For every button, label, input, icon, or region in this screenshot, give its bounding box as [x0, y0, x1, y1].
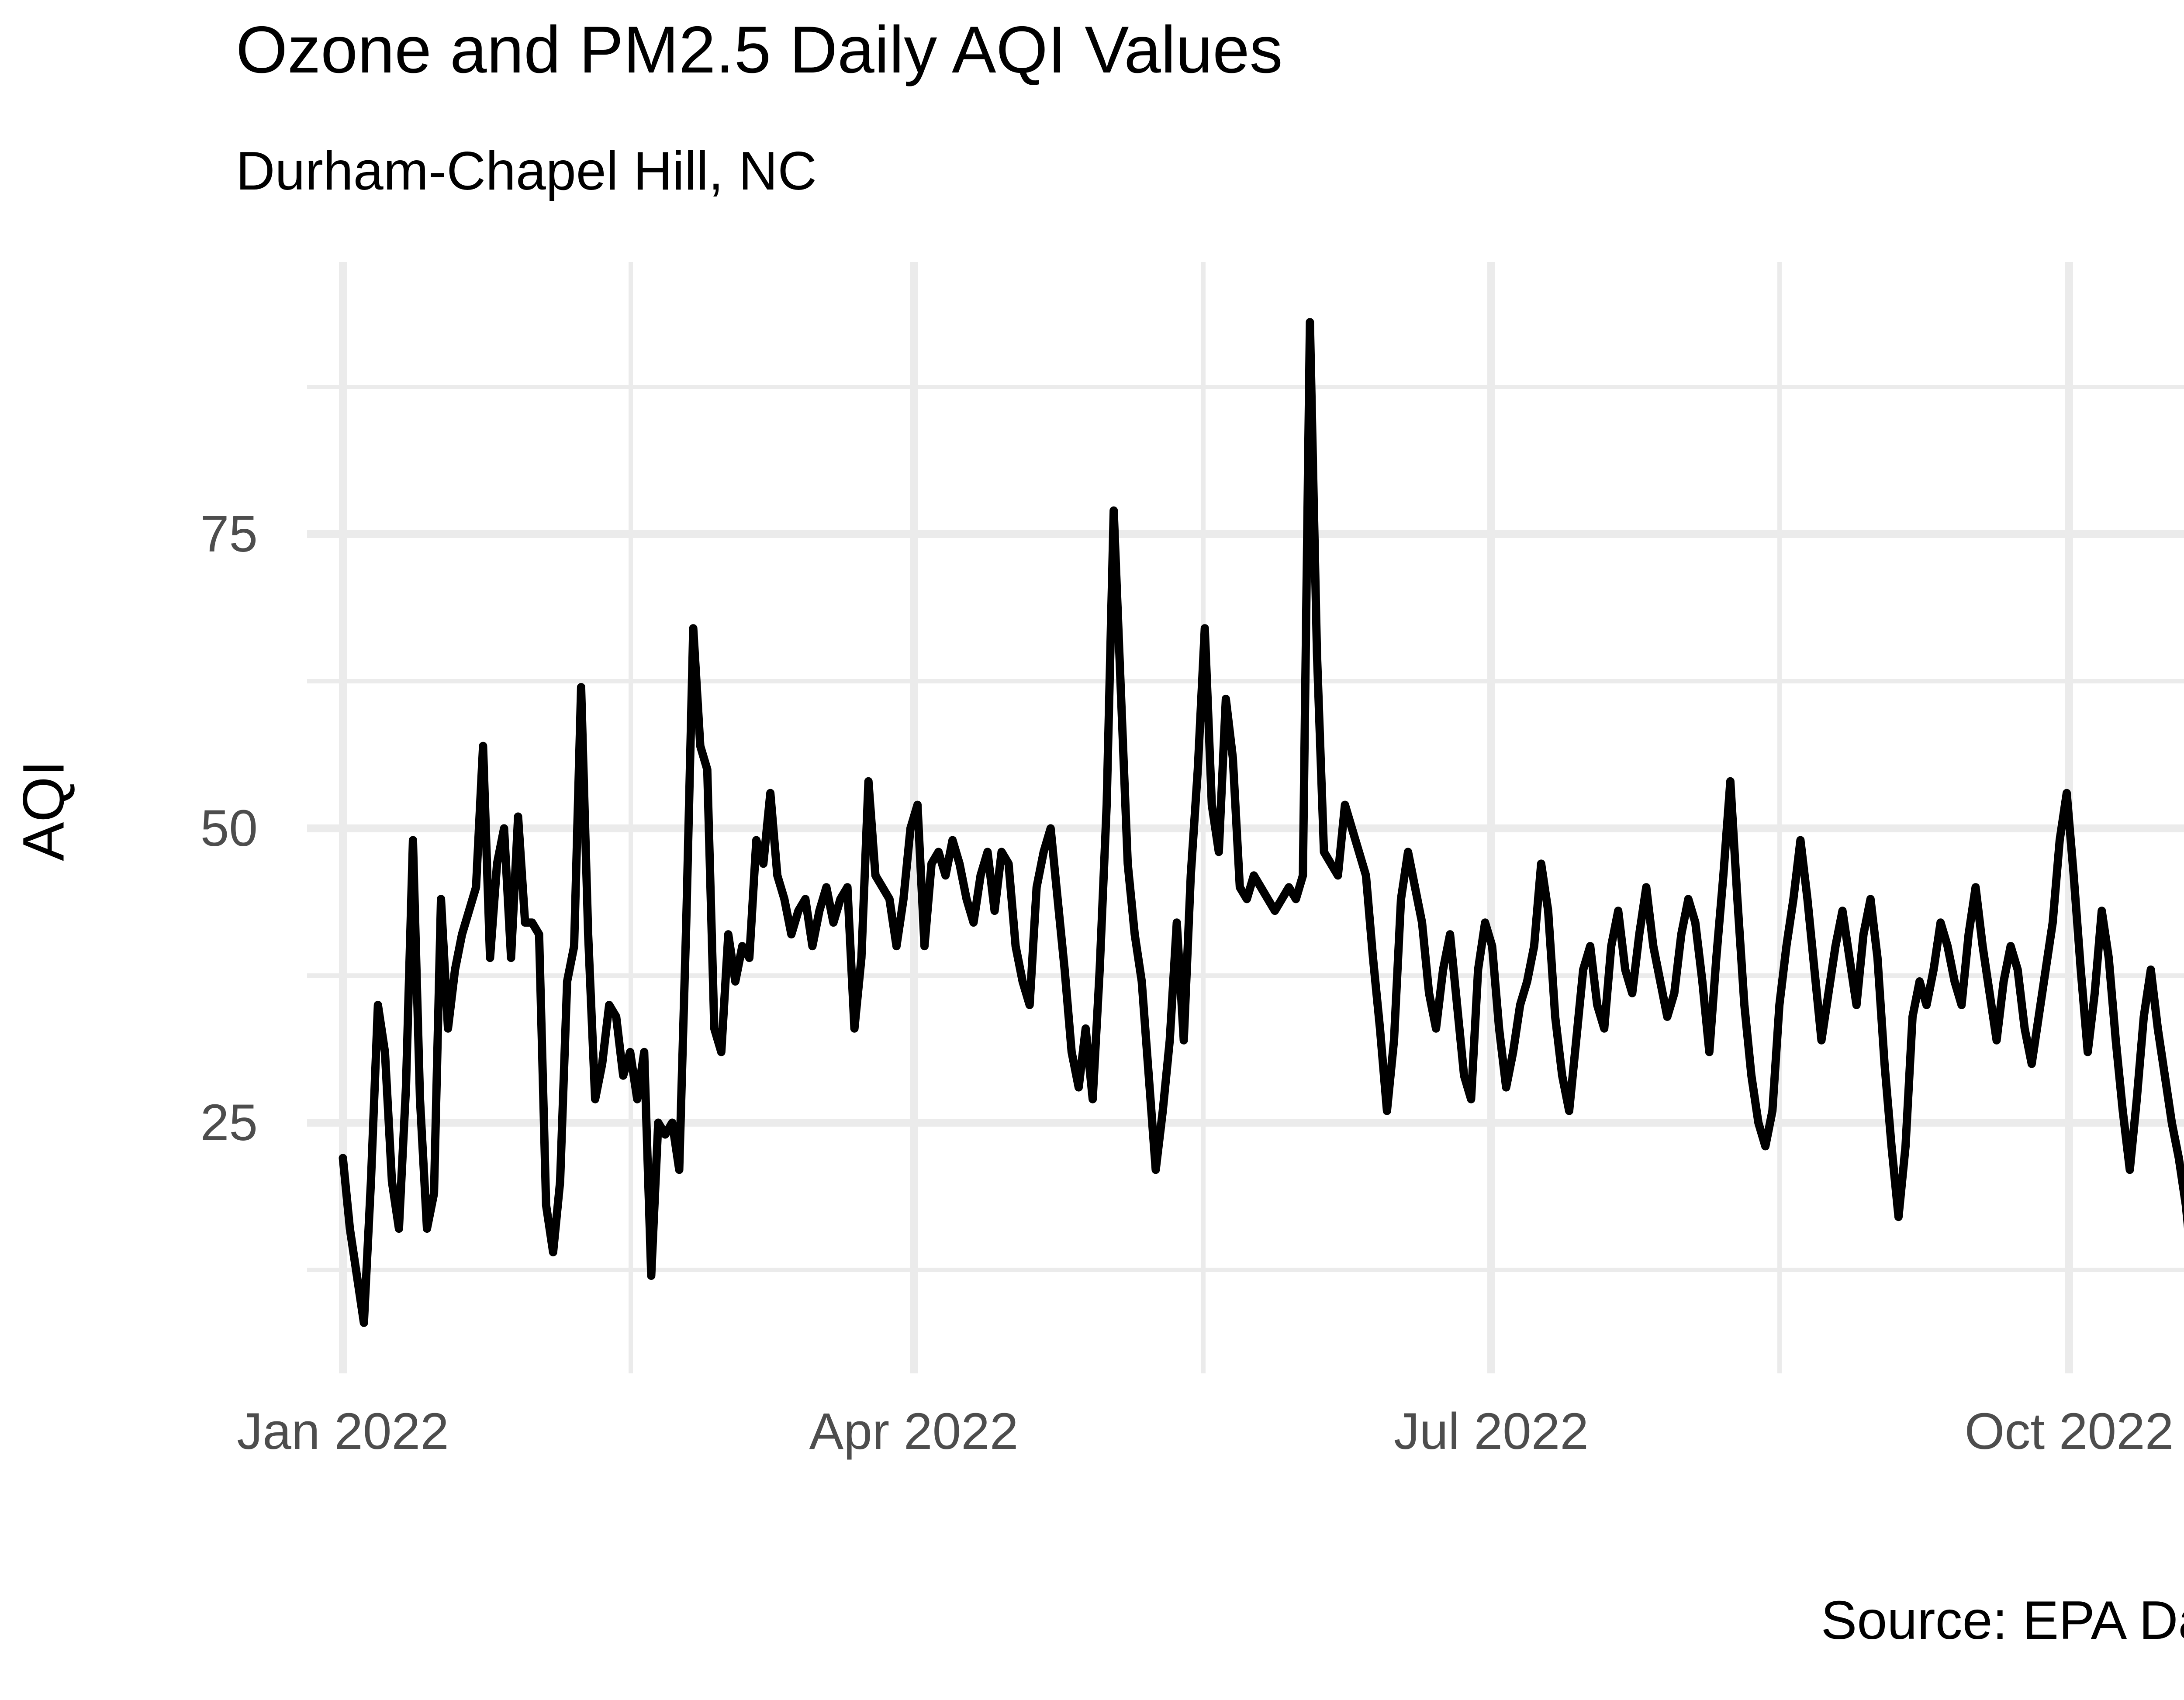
x-axis-tick-label: Apr 2022 [809, 1403, 1019, 1460]
gridline-vertical-major [1487, 262, 1495, 1373]
gridline-horizontal-major [307, 1119, 2184, 1127]
gridline-vertical-minor [629, 262, 633, 1373]
series-line-daily-aqi [339, 318, 2184, 1327]
gridline-vertical-minor [1777, 262, 1782, 1373]
gridline-horizontal-minor [307, 973, 2184, 978]
gridline-vertical-major [339, 262, 347, 1373]
gridline-horizontal-minor [307, 385, 2184, 389]
gridline-vertical-minor [1201, 262, 1206, 1373]
x-axis-tick-label: Jul 2022 [1393, 1403, 1589, 1460]
chart-subtitle: Durham-Chapel Hill, NC [236, 141, 817, 201]
series-line-chart [339, 318, 2184, 1327]
plot-panel [307, 262, 2184, 1373]
x-axis-tick-label: Oct 2022 [1964, 1403, 2174, 1460]
chart-title: Ozone and PM2.5 Daily AQI Values [236, 13, 1283, 87]
chart-caption: Source: EPA Daily Air Quality Tracker [1821, 1590, 2184, 1651]
gridline-horizontal-minor [307, 679, 2184, 683]
y-axis-tick-label: 50 [200, 800, 258, 857]
x-axis-tick-label: Jan 2022 [237, 1403, 449, 1460]
y-axis-tick-labels: 25 50 75 [0, 262, 284, 1373]
gridline-horizontal-major [307, 530, 2184, 538]
y-axis-tick-label: 25 [200, 1094, 258, 1152]
gridline-horizontal-minor [307, 1268, 2184, 1272]
y-axis-tick-label: 75 [200, 505, 258, 563]
